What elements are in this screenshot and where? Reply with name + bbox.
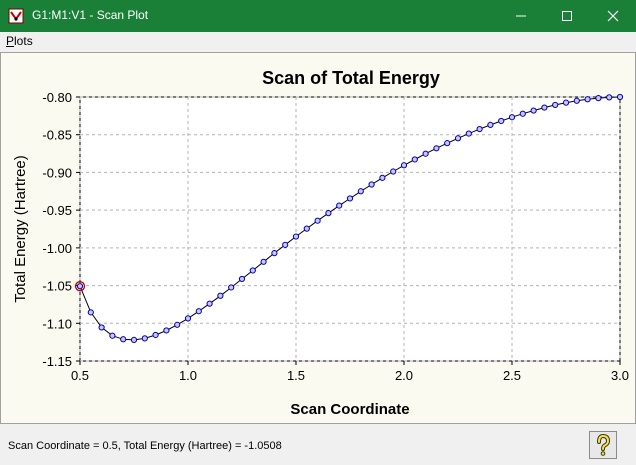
menu-plots-accelerator: P (6, 34, 15, 48)
data-point[interactable] (109, 332, 116, 339)
app-icon[interactable] (8, 8, 24, 24)
maximize-button[interactable] (544, 0, 590, 32)
data-point[interactable] (487, 121, 494, 129)
data-point[interactable] (390, 168, 397, 175)
data-point[interactable] (260, 258, 267, 265)
x-tick-label: 1.0 (179, 368, 197, 383)
data-point[interactable] (184, 315, 192, 322)
data-point[interactable] (595, 95, 602, 102)
y-tick-label: -0.85 (42, 128, 72, 143)
x-axis-label: Scan Coordinate (290, 401, 409, 418)
data-point[interactable] (465, 130, 472, 137)
data-point[interactable] (379, 174, 386, 181)
axis-ticks: -0.80 -0.85 -0.90 -0.95 -1.00 -1.05 -1.10 -1.15… (42, 90, 629, 383)
y-tick-label: -1.00 (42, 241, 72, 256)
data-point[interactable] (195, 308, 202, 315)
data-point[interactable] (508, 114, 516, 121)
selected-point-marker (74, 281, 86, 292)
window-title: G1:M1:V1 - Scan Plot (32, 8, 149, 22)
data-point[interactable] (120, 336, 127, 343)
data-point[interactable] (141, 335, 148, 342)
data-point[interactable] (336, 202, 343, 209)
x-tick-label: 2.5 (503, 368, 521, 383)
data-point[interactable] (616, 93, 624, 101)
energy-scan-chart: Scan of Total Energy -0.80 -0.85 -0.90 -0.9… (12, 68, 629, 418)
maximize-icon (562, 11, 572, 21)
y-tick-label: -0.90 (42, 165, 72, 180)
data-point[interactable] (87, 309, 94, 316)
y-axis-label: Total Energy (Hartree) (12, 155, 29, 303)
data-point[interactable] (282, 241, 289, 248)
data-point[interactable] (411, 156, 418, 163)
data-point[interactable] (98, 324, 105, 331)
data-point[interactable] (314, 217, 321, 224)
y-tick-label: -1.15 (42, 354, 72, 369)
minimize-icon (516, 15, 526, 17)
y-tick-label: -0.95 (42, 203, 72, 218)
menu-plots-label: lots (14, 34, 33, 48)
data-point[interactable] (433, 145, 440, 152)
data-point[interactable] (573, 97, 580, 104)
help-icon (597, 433, 611, 456)
data-point[interactable] (552, 101, 559, 109)
data-point[interactable] (76, 283, 84, 290)
energy-series-markers[interactable] (74, 93, 624, 343)
data-point[interactable] (606, 94, 613, 101)
data-point[interactable] (476, 125, 483, 133)
data-point[interactable] (249, 267, 256, 274)
data-point[interactable] (130, 336, 138, 343)
data-point[interactable] (152, 331, 159, 339)
data-point[interactable] (368, 181, 375, 188)
plot-box (79, 96, 621, 362)
data-point[interactable] (400, 162, 408, 169)
data-point[interactable] (303, 225, 310, 232)
data-point[interactable] (217, 292, 224, 299)
x-tick-label: 3.0 (611, 368, 629, 383)
y-tick-label: -0.80 (42, 90, 72, 105)
chart-title: Scan of Total Energy (262, 68, 440, 88)
status-text: Scan Coordinate = 0.5, Total Energy (Har… (8, 440, 282, 452)
data-point[interactable] (530, 107, 537, 114)
x-tick-label: 1.5 (287, 368, 305, 383)
data-point[interactable] (325, 210, 332, 217)
data-point[interactable] (228, 284, 235, 291)
menu-plots[interactable]: Plots (6, 34, 33, 48)
title-bar: G1:M1:V1 - Scan Plot (0, 0, 636, 32)
data-point[interactable] (271, 250, 278, 257)
data-point[interactable] (346, 195, 354, 202)
data-point[interactable] (206, 300, 213, 307)
data-point[interactable] (562, 99, 570, 106)
y-tick-label: -1.05 (42, 279, 72, 294)
close-icon (607, 10, 619, 22)
close-button[interactable] (590, 0, 636, 32)
data-point[interactable] (541, 104, 548, 111)
data-point[interactable] (292, 233, 300, 240)
data-point[interactable] (454, 135, 462, 142)
data-point[interactable] (174, 321, 181, 328)
y-tick-label: -1.10 (42, 316, 72, 331)
x-tick-label: 0.5 (71, 368, 89, 383)
data-point[interactable] (357, 188, 364, 195)
data-point[interactable] (498, 117, 505, 125)
data-point[interactable] (444, 140, 451, 147)
plot-area[interactable]: Scan of Total Energy -0.80 -0.85 -0.90 -0.9… (0, 52, 636, 424)
data-point[interactable] (163, 327, 170, 334)
data-point[interactable] (584, 96, 591, 103)
x-tick-label: 2.0 (395, 368, 413, 383)
menu-bar: Plots (0, 32, 636, 52)
data-point[interactable] (422, 150, 429, 157)
data-point[interactable] (238, 275, 246, 283)
help-button[interactable] (589, 431, 617, 459)
grid-lines (79, 96, 621, 362)
data-point[interactable] (519, 110, 526, 117)
minimize-button[interactable] (498, 0, 544, 32)
